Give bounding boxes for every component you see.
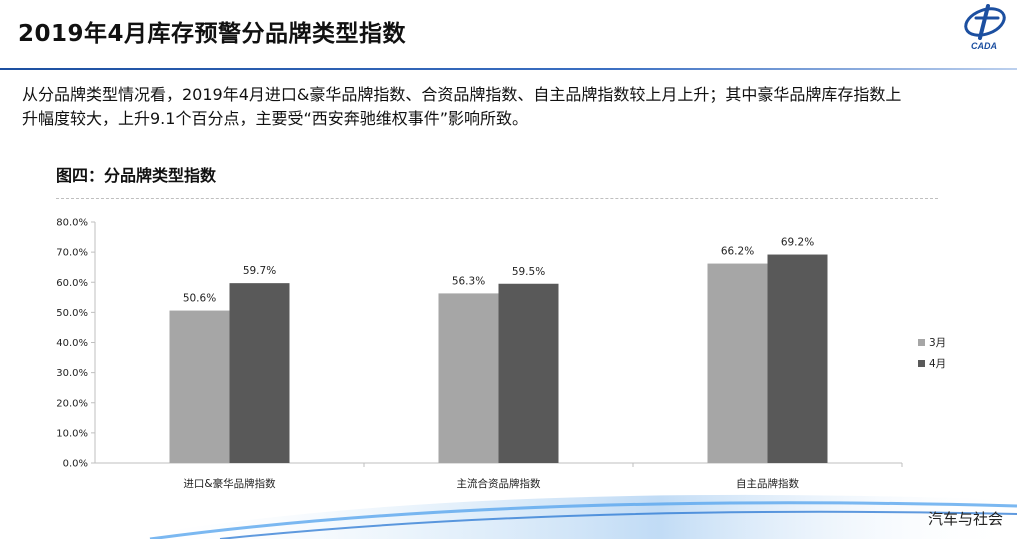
bar-march — [707, 263, 768, 463]
bar-april — [229, 283, 290, 463]
legend-label: 4月 — [929, 358, 946, 370]
y-tick-label: 60.0% — [56, 278, 88, 289]
x-tick-label: 进口&豪华品牌指数 — [183, 477, 276, 490]
data-label: 69.2% — [781, 237, 814, 249]
page-title: 2019年4月库存预警分品牌类型指数 — [18, 21, 407, 47]
bar-april — [498, 283, 559, 463]
data-label: 66.2% — [721, 246, 754, 258]
x-tick-label: 自主品牌指数 — [736, 477, 799, 490]
x-tick-label: 主流合资品牌指数 — [457, 477, 541, 490]
y-tick-label: 70.0% — [56, 248, 88, 259]
svg-text:CADA: CADA — [971, 41, 997, 51]
legend-swatch — [918, 360, 925, 367]
bar-april — [767, 254, 828, 463]
cada-logo: CADA — [964, 4, 1006, 51]
legend-swatch — [918, 339, 925, 346]
header-divider — [0, 68, 1017, 70]
data-label: 50.6% — [183, 293, 216, 305]
y-tick-label: 80.0% — [56, 218, 88, 229]
description-text: 从分品牌类型情况看，2019年4月进口&豪华品牌指数、合资品牌指数、自主品牌指数… — [22, 85, 902, 128]
bar-march — [438, 293, 499, 463]
data-label: 56.3% — [452, 275, 485, 287]
data-label: 59.5% — [512, 266, 545, 278]
legend-label: 3月 — [929, 337, 946, 349]
chart-divider — [56, 198, 938, 199]
bar-march — [169, 310, 230, 463]
data-label: 59.7% — [243, 265, 276, 277]
y-tick-label: 20.0% — [56, 398, 88, 409]
decorative-wave — [120, 494, 1017, 539]
y-tick-label: 50.0% — [56, 308, 88, 319]
y-tick-label: 40.0% — [56, 338, 88, 349]
y-tick-label: 10.0% — [56, 428, 88, 439]
chart-title: 图四：分品牌类型指数 — [56, 166, 217, 185]
y-tick-label: 0.0% — [63, 459, 88, 470]
footer-brand: 汽车与社会 — [927, 510, 1003, 528]
y-tick-label: 30.0% — [56, 368, 88, 379]
